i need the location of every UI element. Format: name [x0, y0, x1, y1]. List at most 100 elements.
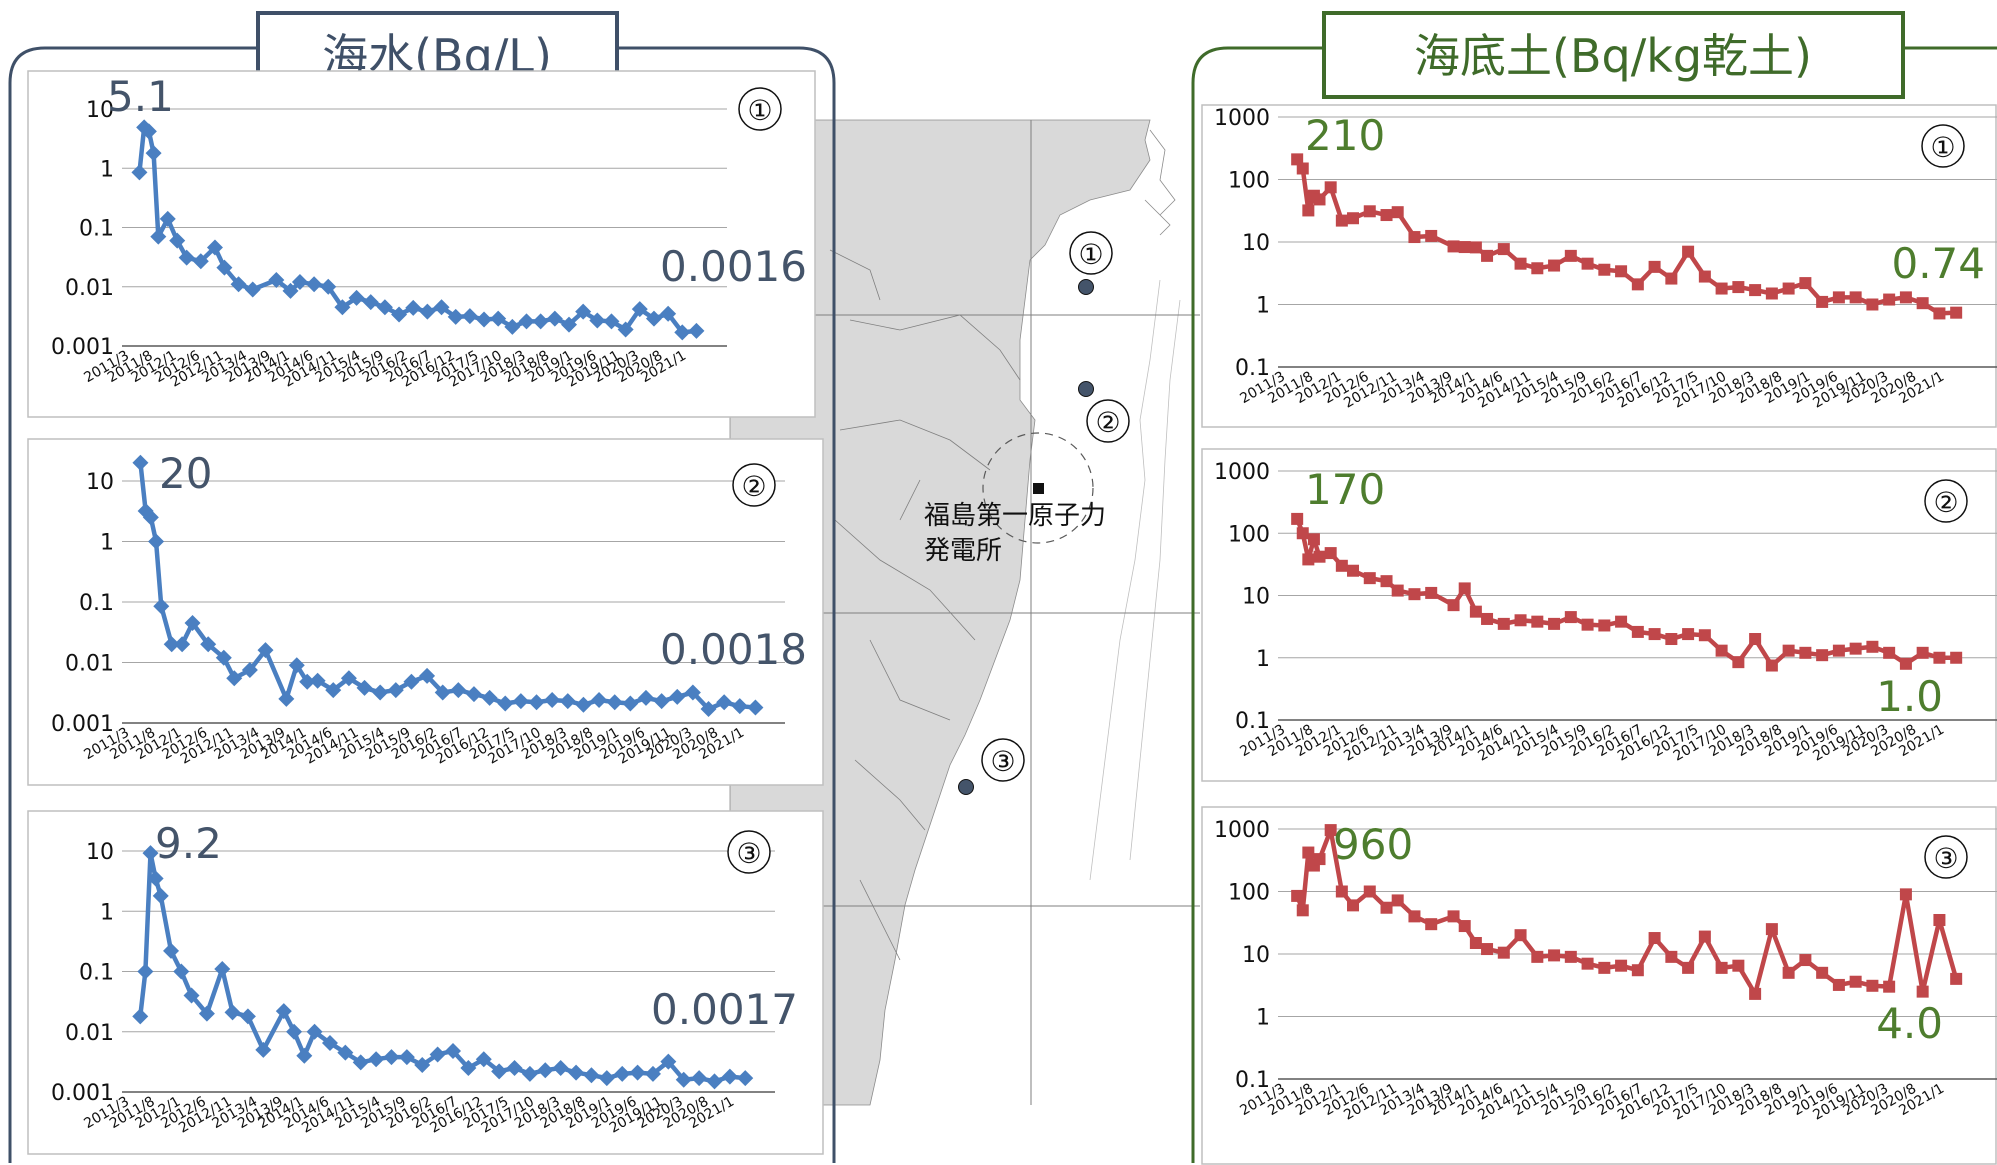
sediment-chart-1: 10001001010.12011/32011/82012/12012/6201… — [1201, 104, 1997, 428]
data-point — [1883, 646, 1896, 659]
data-point — [278, 690, 295, 707]
data-point — [1816, 295, 1829, 308]
data-point — [1347, 212, 1360, 225]
y-tick-label: 100 — [1228, 881, 1270, 906]
peak-value-label: 20 — [159, 449, 212, 498]
data-point — [137, 963, 154, 980]
data-point — [1715, 644, 1728, 657]
data-point — [1335, 559, 1348, 572]
data-point — [575, 303, 592, 320]
data-point — [1665, 272, 1678, 285]
data-point — [560, 316, 577, 333]
y-tick-label: 1 — [1256, 1006, 1270, 1031]
data-point — [216, 259, 233, 276]
data-point — [1548, 259, 1561, 272]
data-point — [1765, 659, 1778, 672]
peak-value-label: 960 — [1333, 820, 1413, 869]
data-point — [1749, 987, 1762, 1000]
data-point — [1531, 950, 1544, 963]
data-point — [198, 1005, 215, 1022]
data-point — [226, 670, 243, 687]
data-point — [552, 1060, 569, 1077]
data-point — [606, 694, 623, 711]
plant-marker — [1033, 483, 1044, 494]
station-badge — [732, 463, 776, 507]
data-point — [504, 318, 521, 335]
data-point — [731, 698, 748, 715]
y-tick-label: 1 — [100, 531, 114, 556]
data-point — [1883, 293, 1896, 306]
data-point — [1598, 619, 1611, 632]
station-badge-label: ③ — [736, 837, 761, 870]
y-tick-label: 0.01 — [65, 652, 114, 677]
data-point — [183, 987, 200, 1004]
data-point — [721, 1068, 738, 1085]
data-point — [1698, 629, 1711, 642]
station-badge-label: ① — [1930, 131, 1955, 164]
data-point — [405, 299, 422, 316]
data-point — [1291, 889, 1304, 902]
y-tick-label: 10 — [1242, 943, 1270, 968]
data-point — [383, 1049, 400, 1066]
data-point — [1296, 904, 1309, 917]
y-tick-label: 10 — [86, 98, 114, 123]
data-point — [1799, 646, 1812, 659]
data-point — [637, 689, 654, 706]
data-point — [299, 673, 316, 690]
data-point — [1296, 162, 1309, 175]
peak-value-label: 5.1 — [107, 72, 174, 121]
data-point — [559, 693, 576, 710]
data-point — [1782, 282, 1795, 295]
data-point — [348, 289, 365, 306]
y-tick-label: 1000 — [1214, 460, 1270, 485]
data-point — [1899, 657, 1912, 670]
y-tick-label: 1000 — [1214, 106, 1270, 131]
data-point — [1581, 618, 1594, 631]
data-point — [291, 274, 308, 291]
data-point — [475, 1051, 492, 1068]
data-point — [1950, 306, 1963, 319]
data-point — [224, 1004, 241, 1021]
data-point — [491, 1063, 508, 1080]
data-point — [591, 691, 608, 708]
data-point — [1391, 894, 1404, 907]
y-tick-label: 10 — [86, 840, 114, 865]
data-point — [1296, 527, 1309, 540]
data-point — [645, 310, 662, 327]
chart-frame — [27, 810, 824, 1155]
data-point — [700, 701, 717, 718]
data-point — [356, 679, 373, 696]
peak-value-label: 9.2 — [155, 819, 222, 868]
data-point — [230, 276, 247, 293]
data-point — [1347, 899, 1360, 912]
data-point — [1497, 243, 1510, 256]
data-point — [460, 1060, 477, 1077]
data-point — [476, 311, 493, 328]
data-point — [1548, 949, 1561, 962]
y-tick-label: 1000 — [1214, 818, 1270, 843]
data-point — [1631, 964, 1644, 977]
data-point — [192, 253, 209, 270]
data-point — [362, 294, 379, 311]
data-point — [747, 699, 764, 716]
data-point — [497, 695, 514, 712]
data-point — [1749, 284, 1762, 297]
plant-label-line2: 発電所 — [924, 536, 1002, 566]
data-point — [1497, 946, 1510, 959]
data-point — [1447, 240, 1460, 253]
data-point — [675, 1071, 692, 1088]
data-point — [433, 299, 450, 316]
data-point — [1899, 291, 1912, 304]
data-point — [1313, 853, 1326, 866]
data-point — [131, 164, 148, 181]
data-point — [1564, 950, 1577, 963]
data-point — [1598, 961, 1611, 974]
station-badge — [1924, 835, 1968, 879]
seawater-group-frame — [8, 46, 836, 1163]
data-point — [1866, 298, 1879, 311]
data-point — [334, 299, 351, 316]
data-point — [306, 276, 323, 293]
data-point — [1916, 646, 1929, 659]
data-point — [1631, 625, 1644, 638]
data-point — [352, 1054, 369, 1071]
